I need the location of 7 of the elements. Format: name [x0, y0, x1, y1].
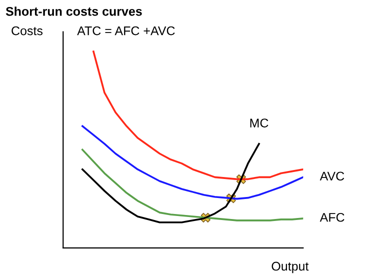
text: ATC = AFC +AVC	[77, 26, 175, 36]
series-label: AFC	[320, 212, 344, 222]
chart-title: Short-run costs curves	[6, 6, 142, 16]
series-label: AVC	[320, 172, 344, 181]
x-axis-title: Output	[272, 262, 309, 274]
y-axis-title: Costs	[12, 26, 43, 36]
series-label: MC	[250, 118, 268, 128]
